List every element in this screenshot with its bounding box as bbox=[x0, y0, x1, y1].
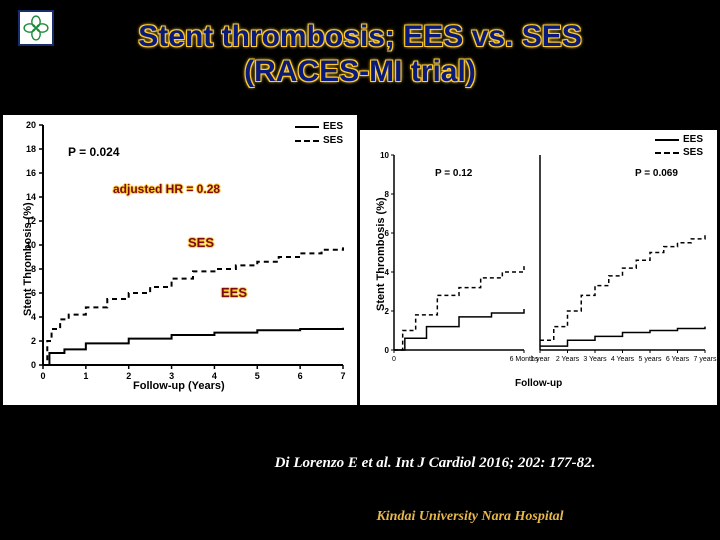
right-y-axis-label: Stent Thrombosis (%) bbox=[375, 181, 387, 311]
legend-ses-label-r: SES bbox=[683, 147, 703, 158]
left-chart-svg: 0246810121416182001234567 bbox=[3, 115, 357, 405]
right-chart-panel: 024681006 Months1 year2 Years3 Years4 Ye… bbox=[360, 130, 717, 405]
svg-text:0: 0 bbox=[40, 371, 45, 381]
svg-text:16: 16 bbox=[26, 168, 36, 178]
svg-text:6 Years: 6 Years bbox=[666, 356, 690, 363]
legend-ses-left: SES bbox=[295, 135, 343, 146]
svg-text:20: 20 bbox=[26, 120, 36, 130]
legend-ees-label-r: EES bbox=[683, 134, 703, 145]
legend-line-dashed-icon bbox=[655, 152, 679, 154]
legend-ees-label: EES bbox=[323, 121, 343, 132]
ees-curve-label: EES bbox=[221, 285, 247, 300]
title-line-2: (RACES-MI trial) bbox=[244, 55, 476, 88]
svg-text:10: 10 bbox=[380, 151, 389, 160]
svg-text:5: 5 bbox=[255, 371, 260, 381]
legend-ses-right: SES bbox=[655, 147, 703, 158]
svg-text:0: 0 bbox=[392, 356, 396, 363]
legend-ses-label: SES bbox=[323, 135, 343, 146]
left-x-axis-label: Follow-up (Years) bbox=[133, 380, 225, 392]
ses-curve-label: SES bbox=[188, 235, 214, 250]
svg-text:2: 2 bbox=[31, 336, 36, 346]
title-line-1: Stent thrombosis; EES vs. SES bbox=[138, 20, 581, 53]
right-p-value-1: P = 0.12 bbox=[435, 168, 472, 179]
legend-ees-left: EES bbox=[295, 121, 343, 132]
svg-text:18: 18 bbox=[26, 144, 36, 154]
svg-text:0: 0 bbox=[385, 346, 390, 355]
left-p-value: P = 0.024 bbox=[68, 145, 120, 159]
adjusted-hr-text: adjusted HR = 0.28 bbox=[113, 182, 220, 196]
left-y-axis-label: Stent Thrombosis (%) bbox=[22, 186, 34, 316]
svg-text:4 Years: 4 Years bbox=[611, 356, 635, 363]
citation-text: Di Lorenzo E et al. Int J Cardiol 2016; … bbox=[0, 455, 720, 472]
svg-text:7: 7 bbox=[340, 371, 345, 381]
svg-text:2 Years: 2 Years bbox=[556, 356, 580, 363]
svg-text:0: 0 bbox=[31, 360, 36, 370]
svg-text:1 year: 1 year bbox=[530, 356, 550, 363]
svg-text:2: 2 bbox=[126, 371, 131, 381]
legend-ees-right: EES bbox=[655, 134, 703, 145]
legend-line-dashed-icon bbox=[295, 140, 319, 142]
right-p-value-2: P = 0.069 bbox=[635, 168, 678, 179]
slide-title: Stent thrombosis; EES vs. SES (RACES-MI … bbox=[0, 20, 720, 89]
right-x-axis-label: Follow-up bbox=[515, 378, 562, 389]
svg-text:5 years: 5 years bbox=[639, 356, 662, 363]
svg-text:3 Years: 3 Years bbox=[583, 356, 607, 363]
svg-text:7 years: 7 years bbox=[694, 356, 717, 363]
left-chart-panel: 0246810121416182001234567 Stent Thrombos… bbox=[3, 115, 357, 405]
legend-line-solid-icon bbox=[295, 126, 319, 128]
svg-text:1: 1 bbox=[83, 371, 88, 381]
svg-text:6: 6 bbox=[298, 371, 303, 381]
legend-line-solid-icon bbox=[655, 139, 679, 141]
affiliation-text: Kindai University Nara Hospital bbox=[0, 509, 720, 525]
